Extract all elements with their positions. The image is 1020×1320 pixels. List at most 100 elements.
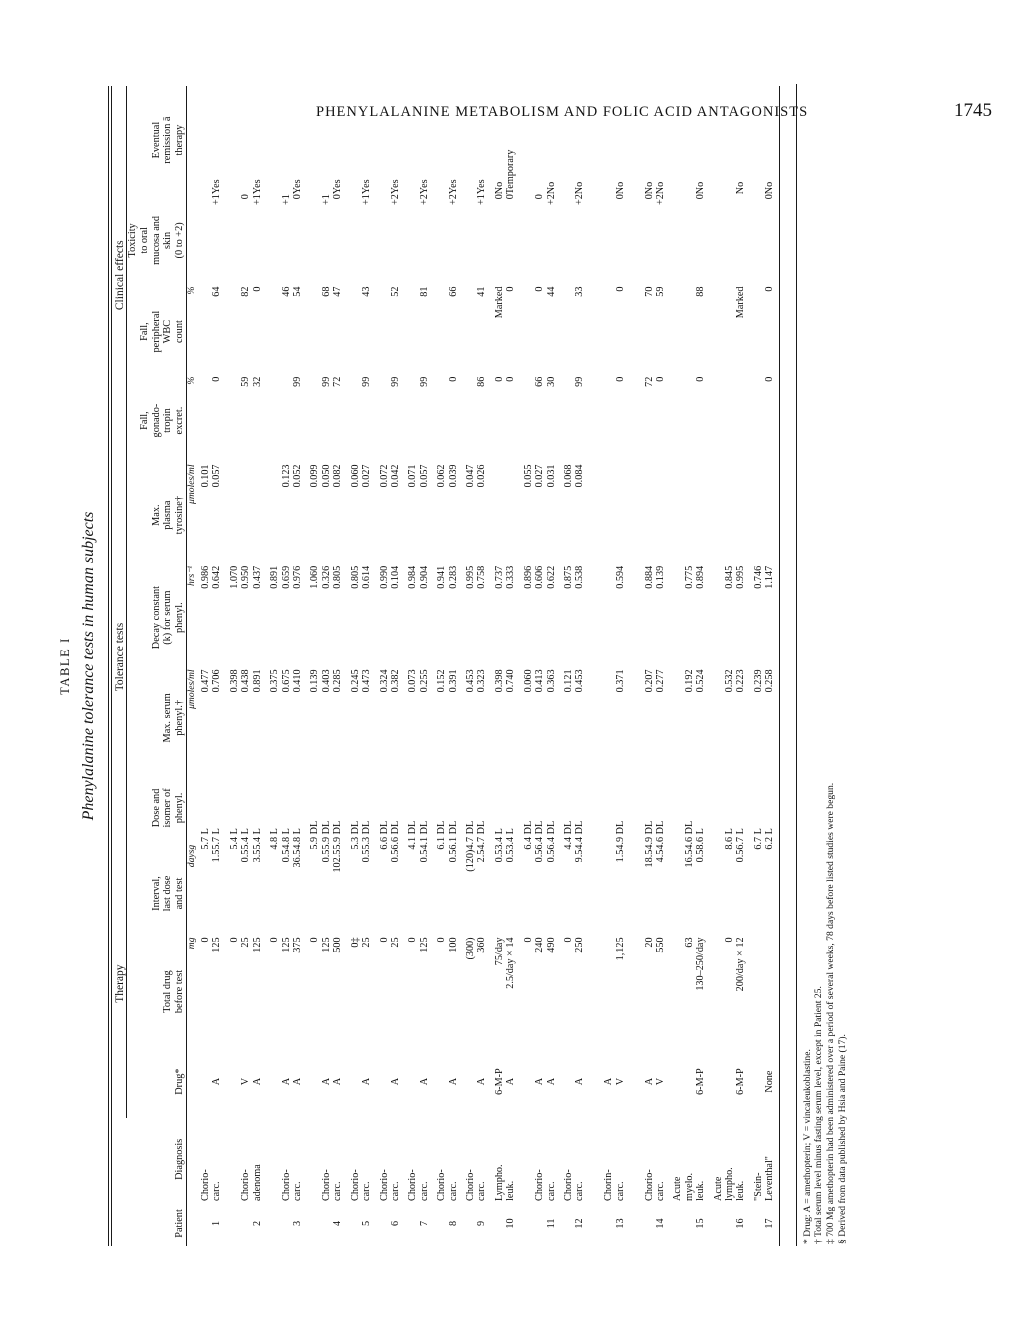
cell-total: 0 240 490 [522,937,557,953]
cell-patient: 9 [476,1220,488,1227]
unit-toxicity [186,194,197,286]
cell-maxserum: 0.239 0.258 [752,669,776,693]
cell-decay: 0.995 0.758 [465,565,488,589]
cell-patient: 3 [291,1220,303,1227]
table-row: 12 Chorio- carc. A 0 250 9.5 4.4 DL 4.4 DL 0… [560,86,589,1246]
col-header-decay: Decay constant (k) for serum phenyl. [150,586,186,650]
unit-diagnosis [186,1118,197,1201]
table-row: 4 Chorio- carc. A A 0 125 500 0.5 102.5 5.9… [306,86,346,1246]
cell-total: (300) 360 [465,937,488,960]
cell-interval: 16.5 0.5 [683,849,707,868]
cell-patient: 2 [251,1220,263,1227]
cell-tyrosine [491,464,520,565]
phenylalanine-tolerance-table: Therapy Tolerance tests Clinical effects… [108,86,782,1246]
cell-maxserum: 0.532 0.223 [724,669,747,693]
cell-remission: Yes [389,179,401,195]
cell-diagnosis: Chorin- carc. [603,1169,626,1201]
table-rule-bottom [779,86,782,1246]
cell-maxserum: 0.371 [614,669,626,693]
cell-toxicity: 0 [764,194,776,200]
cell-toxicity: +1 [211,194,223,206]
page-number: 1745 [954,100,992,121]
cell-dose: 6.1 DL 6.1 DL [436,820,459,850]
cell-interval: 0.5 [389,849,401,863]
units-row: mg days g μmoles/ml hrs⁻¹ μmoles/ml % % [186,86,197,1246]
table-caption: Phenylalanine tolerance tests in human s… [80,511,97,821]
cell-gonado [710,377,750,465]
cell-gonado: 66 30 [534,376,557,387]
cell-diagnosis: Chorio- carc. [320,1169,344,1201]
cell-decay: 0.875 0.538 [562,565,586,589]
cell-toxicity: 0 [695,194,707,200]
cell-wbc: 0 [764,286,776,292]
cell-decay: 0.805 0.614 [349,565,373,589]
cell-tyrosine [629,464,669,565]
col-header-toxicity: Toxicity to oral mucosa and skin (0 to +… [127,215,186,265]
cell-tyrosine: 0.101 0.057 [200,464,223,488]
cell-gonado: 72 0 [643,376,666,387]
table-row: 13 Chorin- carc. A V 1,125 1.5 4.9 DL 0.371… [589,86,629,1246]
cell-interval: 0.5 [447,849,459,863]
cell-patient: 15 [695,1218,707,1229]
table-row: 8 Chorio- carc. A 0 100 0.5 6.1 DL 6.1 DL 0.… [433,86,462,1246]
cell-wbc: 66 [447,286,459,297]
cell-diagnosis: Chorio- carc. [378,1169,401,1201]
cell-dose: 4.8 L 4.8 L 4.8 L [269,828,303,850]
cell-total: 0 25 [378,937,401,948]
cell-tyrosine: 0.068 0.084 [562,464,586,488]
cell-total: 0 125 [407,937,430,953]
cell-tyrosine: 0.099 0.050 0.082 [309,464,344,488]
cell-diagnosis: Chorio- carc. [349,1169,373,1201]
column-header-row: Patient Diagnosis Drug* Total drug befor… [127,86,186,1246]
cell-drug: A V [643,1077,666,1086]
cell-gonado: 99 [361,376,373,387]
cell-dose: 6.6 DL 6.6 DL [378,820,401,850]
cell-drug: A A [320,1077,344,1086]
group-header-therapy: Therapy [114,849,127,1118]
table-number: TABLE I [58,637,72,695]
cell-dose: 5.3 DL 5.3 DL [349,820,373,850]
cell-toxicity: 0 [614,194,626,200]
cell-patient: 12 [574,1218,586,1229]
table-row: 9 Chorio- carc. A (300) 360 (120) 2.5 4.7 DL… [462,86,491,1246]
cell-diagnosis: Chorio- carc. [436,1169,459,1201]
cell-diagnosis: Chorio- adenoma [240,1164,263,1201]
col-header-remission: Eventual remission ā therapy [150,116,186,164]
cell-drug: None [764,1070,776,1093]
cell-toxicity [710,194,750,286]
cell-wbc: 43 [361,286,373,297]
cell-interval: 0.5 [735,849,747,863]
cell-total [750,937,779,1045]
cell-remission: Yes [251,179,263,195]
unit-dose: g [185,844,197,850]
cell-gonado: 59 32 [240,376,263,387]
cell-gonado: 0 [764,376,776,382]
table-row: 11 Chorio- carc. A A 0 240 490 0.5 0.5 6.4 … [520,86,560,1246]
cell-tyrosine [669,464,709,565]
cell-decay: 0.746 1.147 [752,565,776,589]
unit-remission [186,86,197,194]
cell-total: 0 100 [436,937,459,953]
cell-remission: No [764,181,776,195]
cell-toxicity: 0 +1 [240,194,263,206]
cell-remission: No [735,181,747,195]
cell-interval: 0.5 0.5 [493,849,517,863]
cell-patient: 6 [389,1220,401,1227]
cell-gonado: 0 [447,376,459,382]
cell-decay: 0.891 0.659 0.976 [269,565,303,589]
cell-gonado: 86 [476,376,488,387]
cell-drug: A [476,1077,488,1086]
cell-drug: A [211,1077,223,1086]
table-row: 17 "Stein- Leventhal" None 6.7 L 6.2 L 0.239… [750,86,779,1246]
cell-tyrosine: 0.055 0.027 0.031 [522,464,557,488]
cell-decay: 1.070 0.950 0.437 [228,565,263,589]
cell-patient: 1 [211,1220,223,1227]
cell-dose: 4.7 DL 4.7 DL [465,820,488,850]
cell-tyrosine: 0.072 0.042 [378,464,401,488]
cell-decay: 0.941 0.283 [436,565,459,589]
cell-dose: 3.4 L 3.4 L [493,828,517,850]
cell-maxserum: 0.060 0.413 0.363 [522,669,557,693]
cell-tyrosine [226,464,266,565]
cell-wbc: 0 [614,286,626,292]
